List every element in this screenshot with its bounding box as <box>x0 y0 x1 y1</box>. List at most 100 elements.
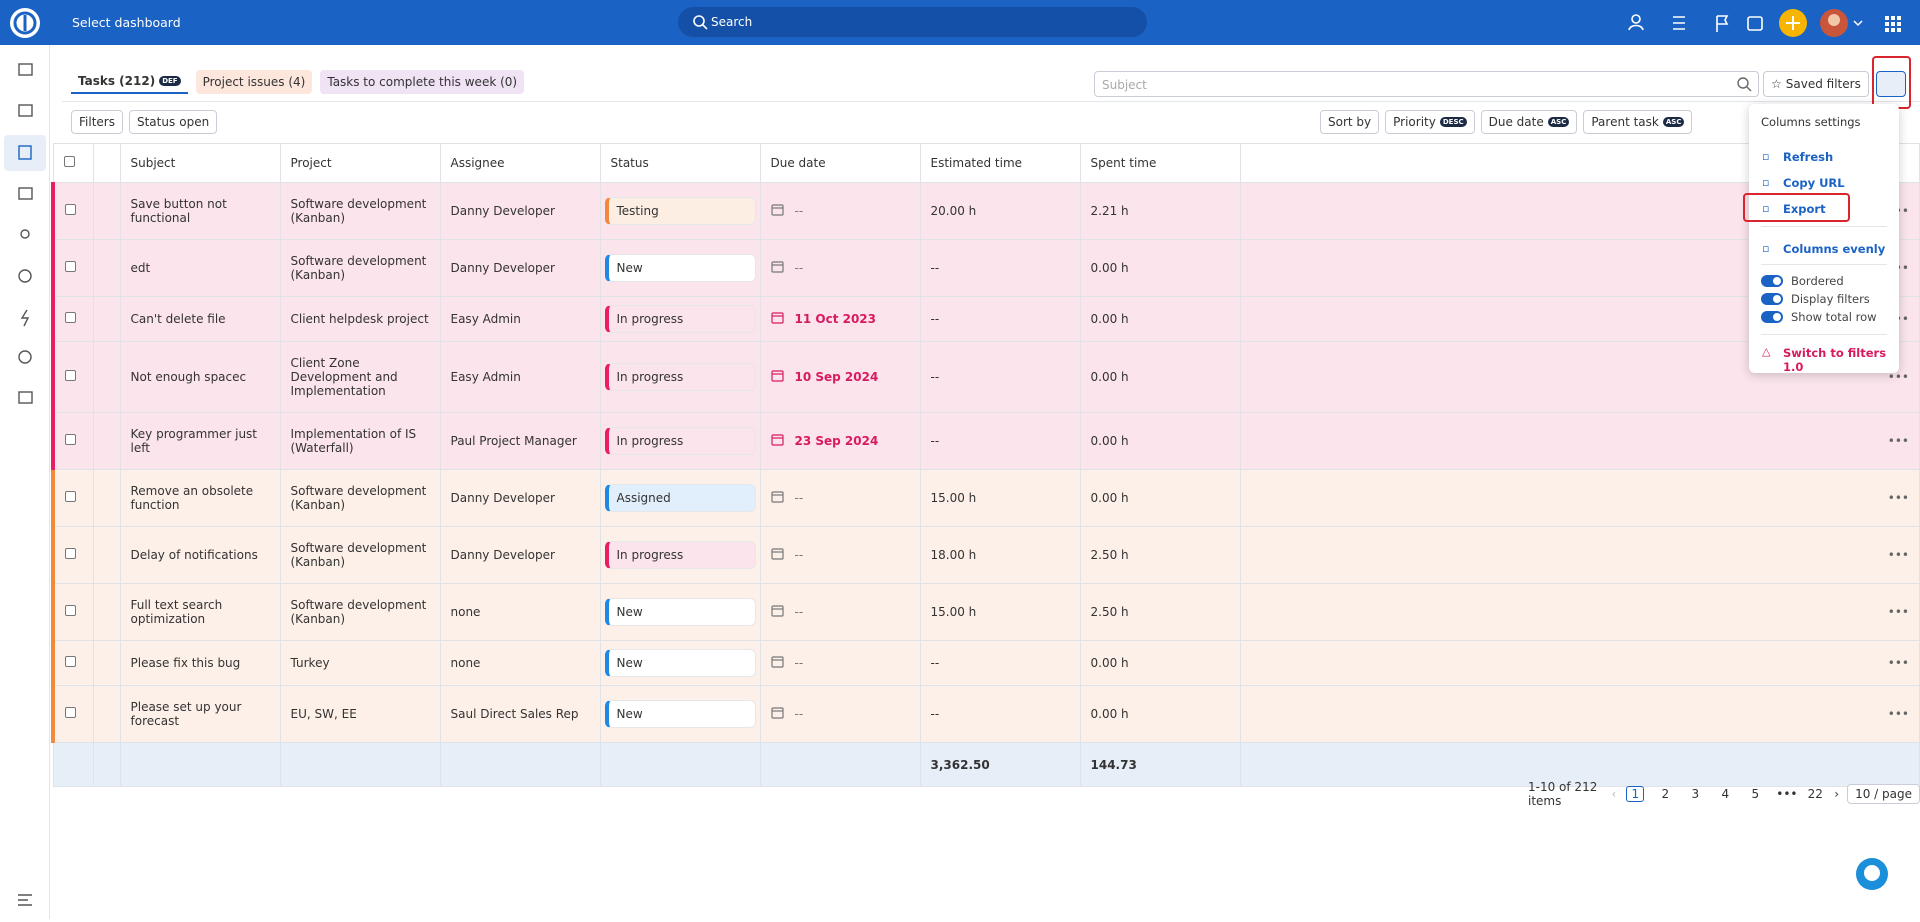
search-box[interactable]: Search <box>678 7 1147 37</box>
total-cell <box>759 742 921 787</box>
due-date: -- <box>794 491 804 505</box>
saved-filters[interactable]: ☆ Saved filters <box>1763 71 1869 97</box>
sort-button[interactable]: Sort by <box>1320 110 1380 134</box>
column-header[interactable]: Status <box>599 143 761 183</box>
subject: Key programmer just left <box>119 412 281 470</box>
row-icon <box>92 685 121 743</box>
assignee: none <box>439 640 601 686</box>
column-header[interactable]: Spent time <box>1079 143 1241 183</box>
project: EU, SW, EE <box>279 685 441 743</box>
tab[interactable]: Tasks (212) DEF <box>71 70 188 94</box>
column-header[interactable]: Project <box>279 143 441 183</box>
due-date: 23 Sep 2024 <box>794 434 879 448</box>
menu-toggle[interactable]: Show total row <box>1761 310 1877 324</box>
toggle-switch <box>1761 275 1783 287</box>
estimated: 15.00 h <box>919 583 1081 641</box>
task-row[interactable]: Save button not functional Software devel… <box>51 182 1920 240</box>
dashboard-select[interactable]: Select dashboard <box>72 15 181 30</box>
filter-value: open <box>179 115 210 129</box>
toggle-switch <box>1761 293 1783 305</box>
due-cell: 10 Sep 2024 <box>759 341 921 413</box>
subject: Delay of notifications <box>119 526 281 584</box>
page[interactable]: ••• <box>1776 787 1798 801</box>
sort-badge: ASC <box>1662 117 1685 127</box>
task-row[interactable]: Remove an obsolete function Software deve… <box>51 469 1920 527</box>
page[interactable]: 5 <box>1751 787 1760 801</box>
subject: Remove an obsolete function <box>119 469 281 527</box>
row-select <box>51 239 94 297</box>
menu-action[interactable]: Copy URL <box>1783 176 1845 190</box>
sort-chip[interactable]: Due date ASC <box>1480 110 1578 134</box>
sidebar-icons[interactable] <box>0 45 50 919</box>
estimated: 20.00 h <box>919 182 1081 240</box>
menu-title[interactable]: Columns settings <box>1761 115 1861 129</box>
due-cell: -- <box>759 182 921 240</box>
due-cell: -- <box>759 526 921 584</box>
column-header[interactable]: Subject <box>119 143 281 183</box>
toggle-switch <box>1761 311 1783 323</box>
menu-toggle[interactable]: Display filters <box>1761 292 1870 306</box>
subject: edt <box>119 239 281 297</box>
sort-chip[interactable]: Parent task ASC <box>1583 110 1693 134</box>
top-icons[interactable] <box>1620 8 1920 38</box>
sidebar <box>0 45 50 919</box>
select-all[interactable] <box>52 143 94 183</box>
filters-button[interactable]: Filters <box>71 110 123 134</box>
switch-filters[interactable]: Switch to filters 1.0 <box>1783 346 1887 374</box>
settings-button[interactable] <box>1876 71 1906 97</box>
tabs: Tasks (212) DEF Project issues (4) Tasks to… <box>71 70 525 94</box>
per-page[interactable]: 10 / page <box>1847 784 1920 804</box>
estimated: -- <box>919 412 1081 470</box>
column-header[interactable]: Estimated time <box>919 143 1081 183</box>
search-text: Search <box>711 15 753 29</box>
pagination: 1-10 of 212 items ‹ 1 2 3 4 5 ••• 22 › 10 / page <box>1528 780 1920 808</box>
menu-action[interactable]: Columns evenly <box>1783 242 1886 256</box>
menu-action[interactable]: Export <box>1783 202 1826 216</box>
status-cell: Assigned <box>599 469 761 527</box>
task-row[interactable]: Key programmer just left Implementation o… <box>51 412 1920 470</box>
subject-search[interactable]: Subject <box>1094 71 1759 97</box>
status-cell: In progress <box>599 296 761 342</box>
task-row[interactable]: Not enough spacec Client Zone Development… <box>51 341 1920 413</box>
task-row[interactable]: Can't delete file Client helpdesk project… <box>51 296 1920 342</box>
assignee: Easy Admin <box>439 296 601 342</box>
sort-chip[interactable]: Priority DESC <box>1385 110 1475 134</box>
status-cell: New <box>599 640 761 686</box>
menu-action[interactable]: Refresh <box>1783 150 1834 164</box>
due-cell: -- <box>759 583 921 641</box>
prev[interactable]: ‹ <box>1611 787 1617 801</box>
project: Software development (Kanban) <box>279 583 441 641</box>
subject: Not enough spacec <box>119 341 281 413</box>
row-icon <box>92 469 121 527</box>
column-header[interactable]: Due date <box>759 143 921 183</box>
filters-label: Filters <box>79 115 115 129</box>
total-cell <box>279 742 441 787</box>
page[interactable]: 2 <box>1661 787 1670 801</box>
sort-badge: DESC <box>1439 117 1467 127</box>
due-date: -- <box>794 707 804 721</box>
row-select <box>51 296 94 342</box>
logo[interactable] <box>8 6 42 40</box>
page[interactable]: 1 <box>1626 786 1645 802</box>
status-cell: New <box>599 685 761 743</box>
status-cell: New <box>599 239 761 297</box>
task-row[interactable]: Please fix this bug Turkey none New -- -- 0.00… <box>51 640 1920 686</box>
page[interactable]: 22 <box>1807 787 1823 801</box>
chat-button[interactable] <box>1855 857 1889 891</box>
filter-chip[interactable]: Status open <box>128 110 218 134</box>
task-row[interactable]: Delay of notifications Software developme… <box>51 526 1920 584</box>
due-cell: -- <box>759 239 921 297</box>
spent: 0.00 h <box>1079 640 1241 686</box>
page[interactable]: 3 <box>1691 787 1700 801</box>
tab[interactable]: Project issues (4) <box>195 70 313 94</box>
task-row[interactable]: edt Software development (Kanban) Danny De… <box>51 239 1920 297</box>
column-header[interactable]: Assignee <box>439 143 601 183</box>
next[interactable]: › <box>1834 787 1840 801</box>
task-row[interactable]: Full text search optimization Software de… <box>51 583 1920 641</box>
task-row[interactable]: Please set up your forecast EU, SW, EE Sau… <box>51 685 1920 743</box>
page[interactable]: 4 <box>1721 787 1730 801</box>
tab[interactable]: Tasks to complete this week (0) <box>320 70 525 94</box>
menu-toggle[interactable]: Bordered <box>1761 274 1844 288</box>
row-actions: ••• <box>1239 526 1920 584</box>
